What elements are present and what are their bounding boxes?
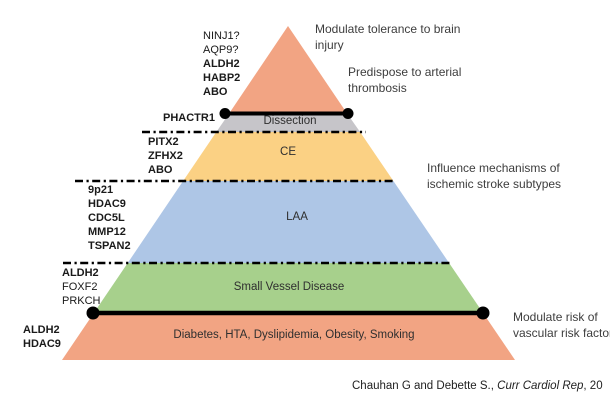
gene-label: NINJ1? [203,30,240,42]
citation-suffix: , 20 [583,380,603,392]
gene-group-laa: 9p21 HDAC9 CDC5L MMP12 TSPAN2 [88,183,131,253]
gene-label: TSPAN2 [88,240,131,252]
annotation-brain-injury: Modulate tolerance to brain injury [315,22,460,53]
band-shape-laa [127,181,450,263]
gene-label: MMP12 [88,226,126,238]
annotation-stroke-subtypes: Influence mechanisms of ischemic stroke … [427,161,561,192]
band-shape-dissection [216,113,361,132]
gene-label: HDAC9 [88,198,126,210]
band-label-risk-factors: Diabetes, HTA, Dyslipidemia, Obesity, Sm… [173,329,415,341]
gene-label: PHACTR1 [163,112,215,124]
gene-label: AQP9? [203,44,239,56]
gene-label: FOXF2 [62,281,98,293]
gene-label: ALDH2 [62,267,99,279]
annotation-line: ischemic stroke subtypes [427,176,562,191]
line-endpoint-dot [342,108,354,119]
gene-label: HABP2 [203,72,241,84]
band-label-ce: CE [280,146,296,158]
annotation-line: Modulate risk of [513,310,598,324]
citation-authors: Chauhan G and Debette S., [352,380,498,392]
band-shape-ce [183,132,394,181]
citation-journal: Curr Cardiol Rep [497,380,584,392]
band-shape-svd [93,263,484,313]
line-endpoint-dot [476,306,490,320]
band-label-svd: Small Vessel Disease [233,281,345,293]
gene-label: ZFHX2 [148,150,183,162]
citation: Chauhan G and Debette S., Curr Cardiol R… [352,380,603,392]
gene-group-ce: PITX2 ZFHX2 ABO [148,135,183,177]
gene-label: HDAC9 [23,338,61,350]
annotation-line: thrombosis [348,80,407,95]
annotation-line: injury [315,37,344,52]
band-label-dissection: Dissection [263,115,317,127]
gene-label: ALDH2 [203,58,240,70]
annotation-line: Influence mechanisms of [427,161,560,175]
gene-group-risk-factors: ALDH2 HDAC9 [23,323,61,351]
gene-group-apex: NINJ1? AQP9? ALDH2 HABP2 ABO [203,29,240,99]
gene-label: PITX2 [148,136,179,148]
gene-label: ABO [203,86,228,98]
annotation-thrombosis: Predispose to arterial thrombosis [348,65,461,96]
gene-label: CDC5L [88,212,125,224]
annotation-vascular-risk: Modulate risk of vascular risk factors [513,310,610,341]
gene-label: 9p21 [88,184,114,196]
band-shape-apex [229,26,348,114]
annotation-line: vascular risk factors [513,325,610,340]
gene-label: ALDH2 [23,324,60,336]
gene-label: PRKCH [62,295,101,307]
line-endpoint-dot [219,108,231,119]
gene-label: ABO [148,164,173,176]
band-label-laa: LAA [286,211,308,223]
annotation-line: Predispose to arterial [348,65,462,79]
annotation-line: Modulate tolerance to brain [315,22,461,36]
band-shape-risk-factors [62,313,515,360]
gene-group-dissection: PHACTR1 [163,111,215,125]
line-endpoint-dot [86,306,100,320]
gene-group-svd: ALDH2 FOXF2 PRKCH [62,266,101,308]
